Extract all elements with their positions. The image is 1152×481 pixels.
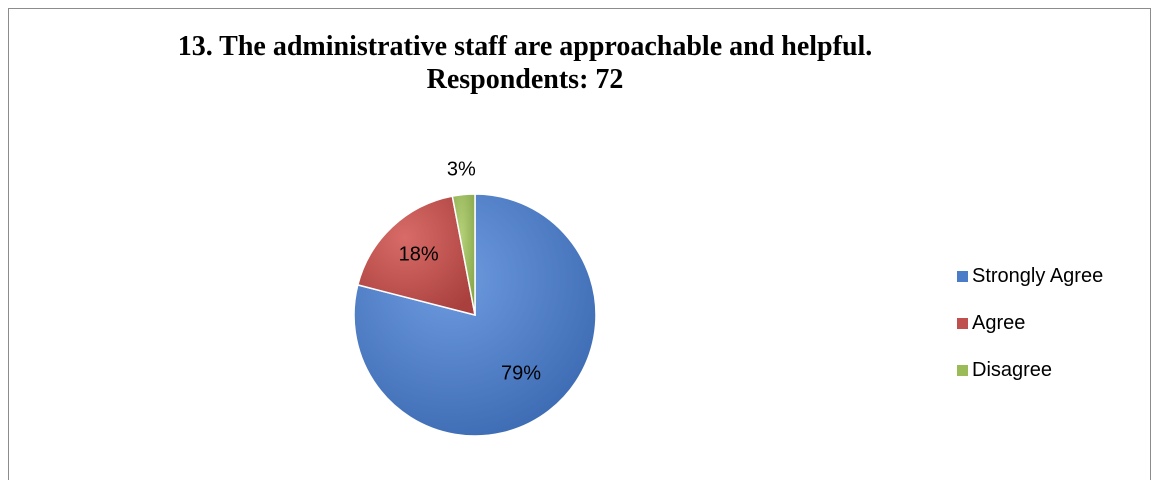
legend-item-disagree: Disagree <box>957 347 1103 394</box>
legend: Strongly Agree Agree Disagree <box>957 253 1103 394</box>
legend-item-agree: Agree <box>957 300 1103 347</box>
pie-slice-agree <box>356 195 476 317</box>
legend-swatch <box>957 365 968 376</box>
chart-title: 13. The administrative staff are approac… <box>177 31 873 62</box>
chart-subtitle: Respondents: 72 <box>426 64 624 95</box>
legend-label: Agree <box>972 312 1026 334</box>
data-label-strongly-agree: 79% <box>501 363 541 385</box>
legend-label: Disagree <box>972 359 1053 381</box>
legend-item-strongly-agree: Strongly Agree <box>957 253 1103 300</box>
data-label-disagree: 3% <box>447 159 476 181</box>
legend-swatch <box>957 271 968 282</box>
chart-title-block: 13. The administrative staff are approac… <box>150 30 900 96</box>
legend-label: Strongly Agree <box>972 265 1104 287</box>
pie-slice-disagree <box>451 193 476 316</box>
data-label-agree: 18% <box>399 243 439 265</box>
chart-frame <box>8 8 1151 480</box>
legend-swatch <box>957 318 968 329</box>
